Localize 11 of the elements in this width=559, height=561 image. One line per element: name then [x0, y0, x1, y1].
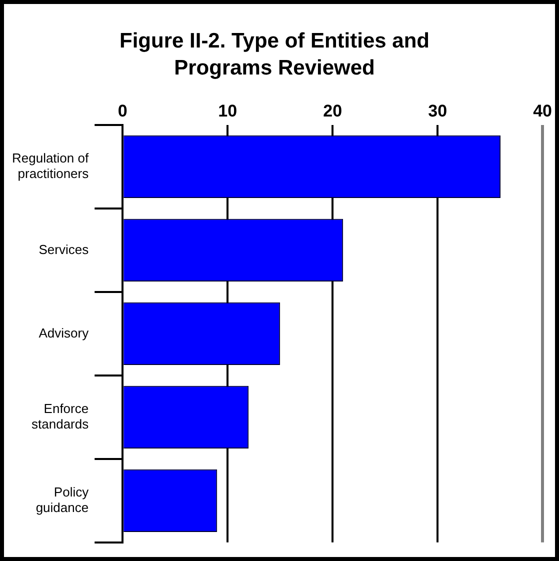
x-tick-label: 10 — [218, 101, 238, 120]
y-tick-label: Services — [38, 242, 90, 257]
y-tick-label: Policy guidance — [36, 484, 90, 516]
x-tick-label: 40 — [533, 101, 552, 120]
y-tick-label: Enforce standards — [32, 400, 90, 432]
x-tick-label: 20 — [323, 101, 342, 120]
y-tick-label: Advisory — [38, 325, 90, 340]
x-tick-label: 30 — [428, 101, 448, 120]
chart-title: Figure II-2. Type of Entities and Programs Reviewed — [120, 29, 430, 80]
x-tick-label: 0 — [118, 101, 128, 120]
y-tick-label: Regulation of practitioners — [12, 150, 90, 182]
